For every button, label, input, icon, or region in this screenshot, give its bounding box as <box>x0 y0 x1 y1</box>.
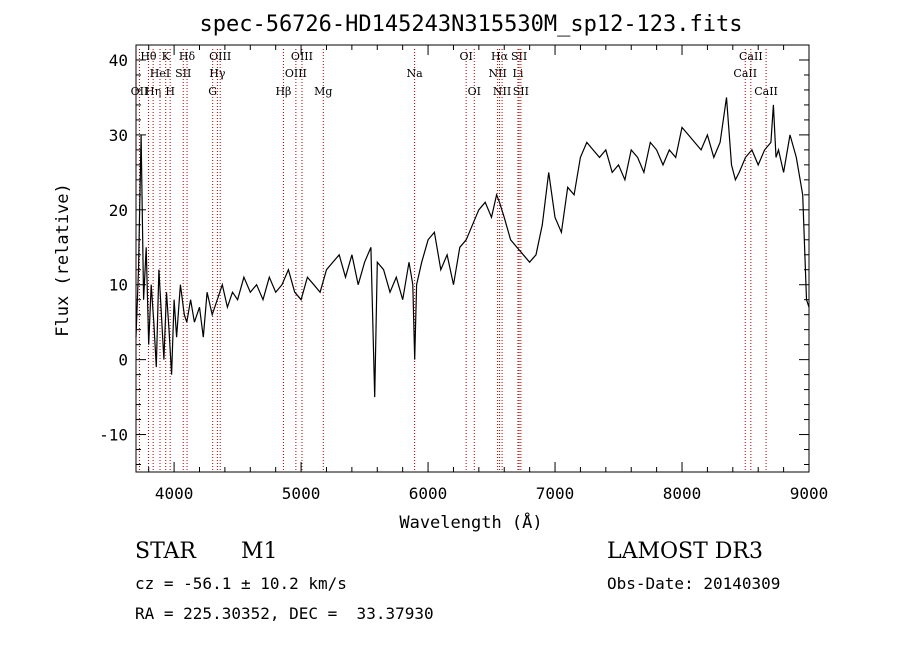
x-axis-label: Wavelength (Å) <box>399 511 542 533</box>
x-tick-label: 4000 <box>155 484 194 503</box>
spectrum-series <box>135 97 810 398</box>
line-marker-label: Hγ <box>209 67 226 80</box>
line-marker-label: Hβ <box>275 85 291 98</box>
x-axis: 4000 5000 6000 7000 8000 9000 <box>148 45 829 503</box>
line-markers: OIIHθHηHeIKHSIIHδGHγOIIIHβOIIIOIIIMgNaOI… <box>131 49 778 472</box>
line-marker-label: Hη <box>145 85 161 98</box>
spectrum-line <box>135 97 810 398</box>
line-marker-label: OI <box>459 50 472 63</box>
line-marker-label: OI <box>468 85 481 98</box>
x-tick-label: 7000 <box>536 484 575 503</box>
coordinates: RA = 225.30352, DEC = 33.37930 <box>135 604 434 623</box>
line-marker-label: SII <box>175 67 191 80</box>
y-axis-label: Flux (relative) <box>53 183 73 337</box>
line-marker-label: HeI <box>150 67 170 80</box>
line-marker-label: OII <box>131 85 149 98</box>
redshift-cz: cz = -56.1 ± 10.2 km/s <box>135 574 347 593</box>
observation-date: Obs-Date: 20140309 <box>607 574 781 593</box>
survey-name: LAMOST DR3 <box>607 539 763 564</box>
y-tick-label: 0 <box>118 351 128 370</box>
line-marker-label: SII <box>511 50 527 63</box>
y-tick-label: 20 <box>109 201 128 220</box>
object-subclass: M1 <box>241 539 278 564</box>
line-marker-label: Mg <box>314 85 332 98</box>
line-marker-label: CaII <box>754 85 778 98</box>
x-tick-label: 8000 <box>663 484 702 503</box>
x-tick-label: 6000 <box>409 484 448 503</box>
line-marker-label: SII <box>513 85 529 98</box>
line-marker-label: Li <box>513 67 524 80</box>
y-tick-label: 40 <box>109 51 128 70</box>
chart-title: spec-56726-HD145243N315530M_sp12-123.fit… <box>199 12 742 37</box>
line-marker-label: OIII <box>285 67 307 80</box>
line-marker-label: OIII <box>209 50 231 63</box>
line-marker-label: K <box>162 50 171 63</box>
x-tick-label: 9000 <box>790 484 829 503</box>
plot-frame <box>135 44 810 473</box>
y-tick-label: -10 <box>99 426 128 445</box>
line-marker-label: Hα <box>491 50 509 63</box>
line-marker-label: Na <box>407 67 424 80</box>
line-marker-label: CaII <box>733 67 757 80</box>
y-axis: -10 0 10 20 30 40 <box>99 44 809 466</box>
line-marker-label: NII <box>493 85 511 98</box>
x-tick-label: 5000 <box>282 484 321 503</box>
object-class: STAR <box>135 539 196 564</box>
line-marker-label: Hδ <box>179 50 196 63</box>
line-marker-label: CaII <box>739 50 763 63</box>
line-marker-label: NII <box>488 67 506 80</box>
line-marker-label: H <box>165 85 175 98</box>
y-tick-label: 10 <box>109 276 128 295</box>
line-marker-label: G <box>208 85 217 98</box>
y-tick-label: 30 <box>109 126 128 145</box>
line-marker-label: OIII <box>291 50 313 63</box>
line-marker-label: Hθ <box>140 50 157 63</box>
